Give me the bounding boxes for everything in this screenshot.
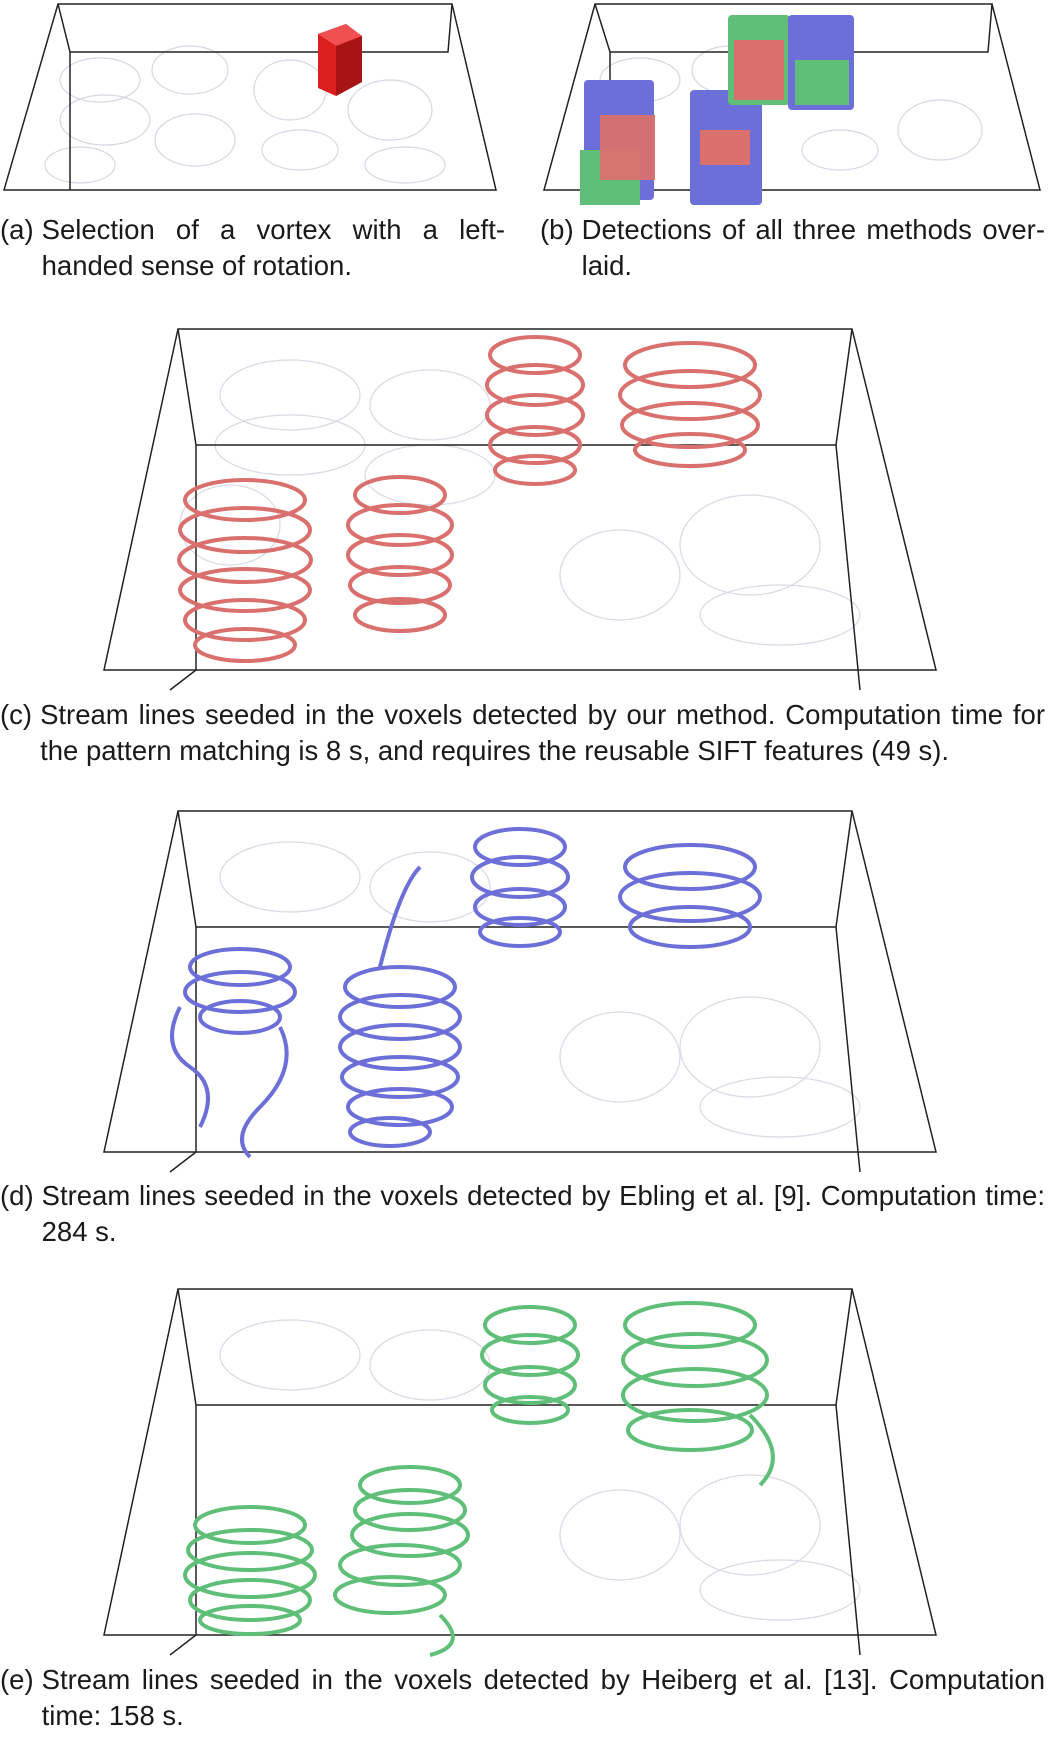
caption-e-text: Stream lines seeded in the voxels detect…: [41, 1664, 1045, 1731]
caption-c-text: Stream lines seeded in the voxels detect…: [40, 699, 1045, 766]
context-streamlines: [44, 45, 446, 184]
caption-d-text: Stream lines seeded in the voxels detect…: [41, 1180, 1045, 1247]
caption-e-label: (e): [0, 1664, 34, 1695]
selected-vortex-block: [318, 24, 362, 96]
caption-e: (e) Stream lines seeded in the voxels de…: [0, 1662, 1045, 1734]
panel-d-figure: [100, 807, 940, 1177]
caption-c: (c) Stream lines seeded in the voxels de…: [0, 697, 1045, 769]
caption-d: (d) Stream lines seeded in the voxels de…: [0, 1178, 1045, 1250]
caption-a-label: (a): [0, 214, 34, 245]
bounding-box: [3, 3, 497, 191]
panel-a-svg: [3, 3, 497, 191]
caption-c-label: (c): [0, 699, 33, 730]
panel-a-figure: [0, 0, 500, 210]
panel-c-figure: [100, 325, 940, 695]
caption-b-label: (b): [540, 214, 574, 245]
vortex-coils-ebling: [170, 827, 762, 1159]
caption-d-label: (d): [0, 1180, 34, 1211]
context-streamlines: [219, 841, 861, 1138]
caption-a: (a) Selection of a vortex with a left-ha…: [0, 212, 505, 284]
panel-b-figure: [540, 0, 1048, 210]
caption-b: (b) Detections of all three methods over…: [540, 212, 1045, 284]
caption-a-text: Selection of a vortex with a left-handed…: [41, 214, 505, 281]
bounding-box: [103, 328, 937, 691]
panel-e-figure: [100, 1285, 940, 1660]
panel-d-svg: [103, 810, 937, 1173]
panel-b-svg: [543, 3, 1041, 205]
panel-e-svg: [103, 1288, 937, 1657]
caption-b-text: Detections of all three methods over-lai…: [581, 214, 1045, 281]
bounding-box: [103, 810, 937, 1173]
vortex-coils-heiberg: [183, 1301, 775, 1657]
vortex-coils-ours: [177, 335, 762, 663]
panel-c-svg: [103, 328, 937, 691]
overlaid-detections: [580, 15, 854, 205]
